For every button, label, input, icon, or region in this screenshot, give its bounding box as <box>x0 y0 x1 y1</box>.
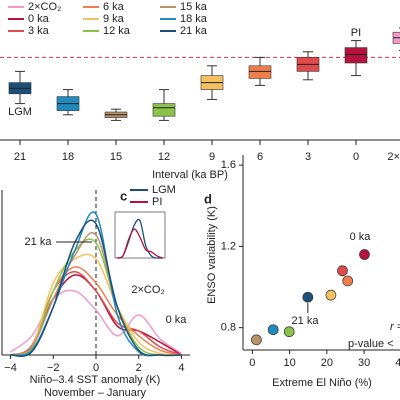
density-line <box>117 228 163 259</box>
x-tick-label: 21 <box>14 151 26 163</box>
legend-label: PI <box>152 196 162 208</box>
legend-label: 2×CO₂ <box>28 1 61 13</box>
x-tick-label: 2 <box>136 362 142 374</box>
x-tick-label: 12 <box>158 151 170 163</box>
x-tick-label: 15 <box>110 151 122 163</box>
point <box>325 289 337 301</box>
legend-label: 15 ka <box>180 1 208 13</box>
x-tick-label: 3 <box>305 151 311 163</box>
legend-label: 18 ka <box>180 13 208 25</box>
x-tick-label: 0 <box>93 362 99 374</box>
legend-label: 3 ka <box>28 25 50 37</box>
x-tick-label: 6 <box>257 151 263 163</box>
box <box>152 103 176 117</box>
x-tick-label: −2 <box>47 362 60 374</box>
density-line <box>10 289 182 355</box>
x-tick-label: 40 <box>395 357 400 369</box>
annotation: r = <box>390 321 400 333</box>
legend-label: 6 ka <box>103 1 125 13</box>
x-tick-label: 10 <box>283 357 295 369</box>
annotation: p-value < <box>348 338 394 350</box>
panel-label: d <box>204 191 212 206</box>
density-line <box>10 219 182 357</box>
x-tick-label: 18 <box>62 151 74 163</box>
x-axis-label: Niño–3.4 SST anomaly (K) <box>30 374 161 386</box>
point <box>302 291 314 303</box>
y-tick-label: 1.2 <box>221 240 236 252</box>
annotation: 21 ka <box>292 315 320 327</box>
y-tick-label: 0.8 <box>221 322 236 334</box>
x-axis-label: November – January <box>44 387 147 399</box>
annotation: 0 ka <box>350 231 372 243</box>
x-tick-label: −4 <box>4 362 17 374</box>
x-tick-label: 0 <box>249 357 255 369</box>
legend-label: 21 ka <box>180 25 208 37</box>
x-tick-label: 2×CO₂ <box>387 151 400 163</box>
annotation: PI <box>351 27 361 39</box>
x-tick-label: 4 <box>178 362 184 374</box>
x-tick-label: 9 <box>209 151 215 163</box>
annotation: 0 ka <box>166 314 188 326</box>
density-line <box>10 253 182 356</box>
y-tick-label: 1.6 <box>221 159 236 171</box>
legend-label: 12 ka <box>103 25 131 37</box>
box <box>248 65 272 79</box>
annotation: LGM <box>8 106 32 118</box>
x-axis-label: Extreme El Niño (%) <box>272 377 372 389</box>
panel-label: c <box>120 188 127 203</box>
x-tick-label: 0 <box>353 151 359 163</box>
inset-frame <box>114 211 166 259</box>
point <box>283 326 295 338</box>
point <box>359 249 370 260</box>
legend-label: 0 ka <box>28 13 50 25</box>
x-tick-label: 30 <box>358 357 370 369</box>
legend-label: 9 ka <box>103 13 125 25</box>
point <box>342 275 354 287</box>
x-tick-label: 20 <box>321 357 333 369</box>
point <box>337 265 348 277</box>
box <box>344 47 368 64</box>
point <box>251 334 262 346</box>
legend-label: LGM <box>152 184 176 196</box>
annotation: 21 ka <box>25 236 53 248</box>
point <box>267 324 279 336</box>
annotation: 2×CO₂ <box>131 284 164 296</box>
x-axis-label: Interval (ka BP) <box>152 169 228 181</box>
y-axis-label: ENSO variability (K) <box>206 206 218 304</box>
